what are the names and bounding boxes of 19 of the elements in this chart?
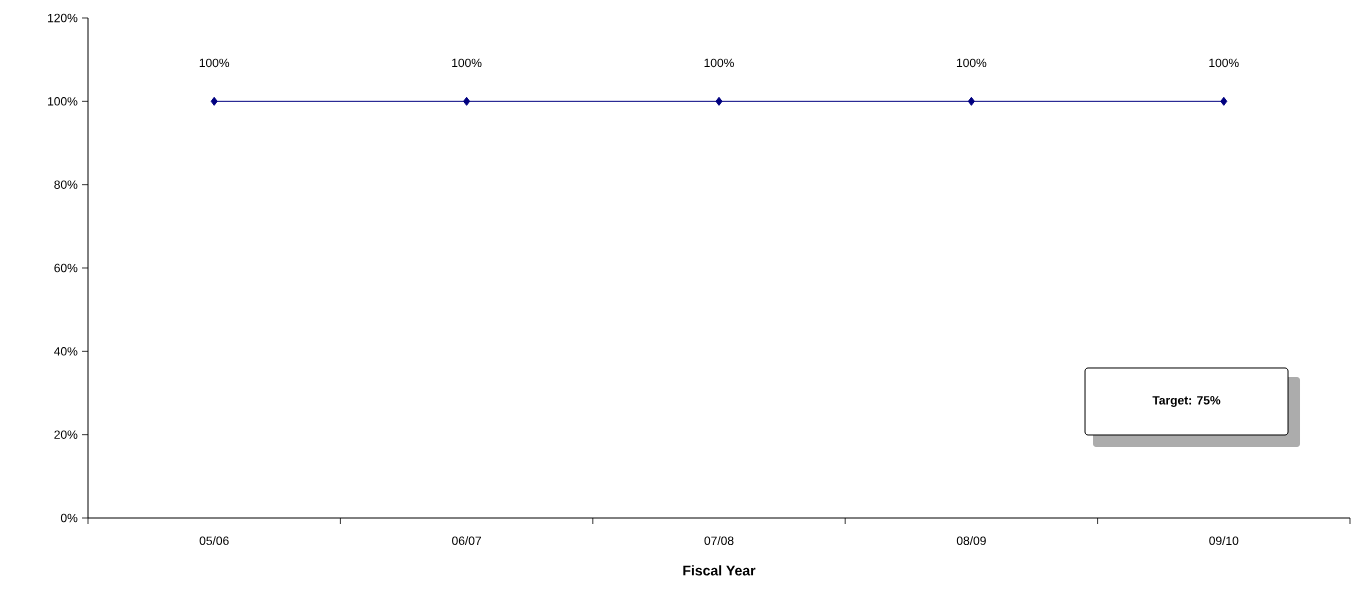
y-tick-label: 0% bbox=[60, 513, 78, 523]
y-tick-label: 120% bbox=[48, 13, 78, 23]
y-tick-label: 40% bbox=[54, 347, 78, 356]
y-tick-label: 20% bbox=[54, 430, 78, 439]
x-tick-label: 07/08 bbox=[704, 536, 734, 546]
annotation: Target: 75% bbox=[1152, 396, 1221, 407]
data-label: 100% bbox=[956, 58, 987, 68]
x-axis-title: Fiscal Year bbox=[683, 565, 756, 576]
data-label: 100% bbox=[452, 58, 482, 68]
x-tick-label: 06/07 bbox=[452, 536, 482, 546]
y-tick-label: 60% bbox=[54, 263, 78, 273]
y-tick-label: 80% bbox=[54, 180, 78, 189]
data-label: 100% bbox=[704, 58, 734, 68]
data-label: 100% bbox=[1209, 58, 1239, 68]
x-tick-label: 09/10 bbox=[1209, 536, 1239, 546]
x-tick-label: 05/06 bbox=[199, 536, 229, 546]
x-tick-label: 08/09 bbox=[956, 536, 986, 546]
data-label: 100% bbox=[199, 58, 230, 68]
y-tick-label: 100% bbox=[48, 97, 78, 106]
